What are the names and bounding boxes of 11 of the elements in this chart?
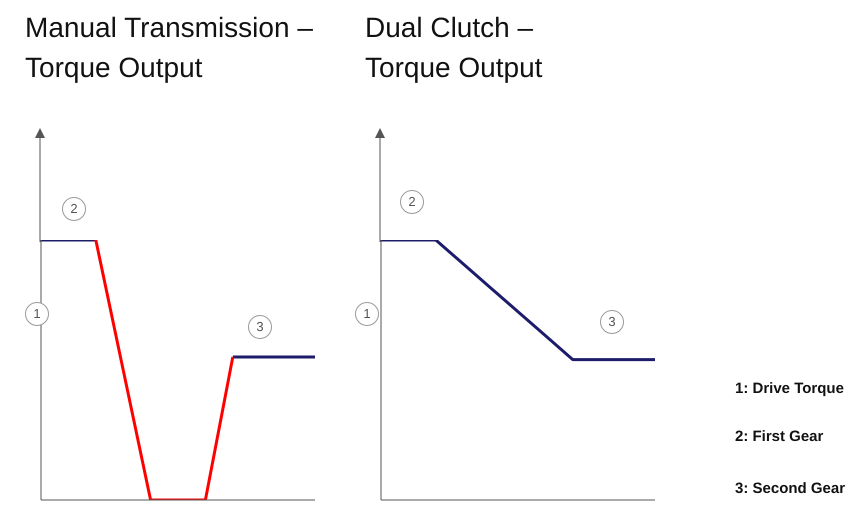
text: 3: Second Gear (735, 480, 846, 497)
text: 1: Drive Torque (735, 380, 844, 397)
text: 1 (25, 302, 49, 326)
chart-title: Dual Clutch – Torque Output (365, 11, 544, 85)
chart-title: Manual Transmission – Torque Output (25, 11, 314, 85)
text: 2 (400, 190, 424, 214)
text: 2 (62, 197, 86, 221)
annotation: 3 (248, 315, 272, 339)
text: 2: First Gear (735, 428, 824, 445)
text: 1 (355, 302, 379, 326)
annotation: 3 (600, 310, 624, 334)
